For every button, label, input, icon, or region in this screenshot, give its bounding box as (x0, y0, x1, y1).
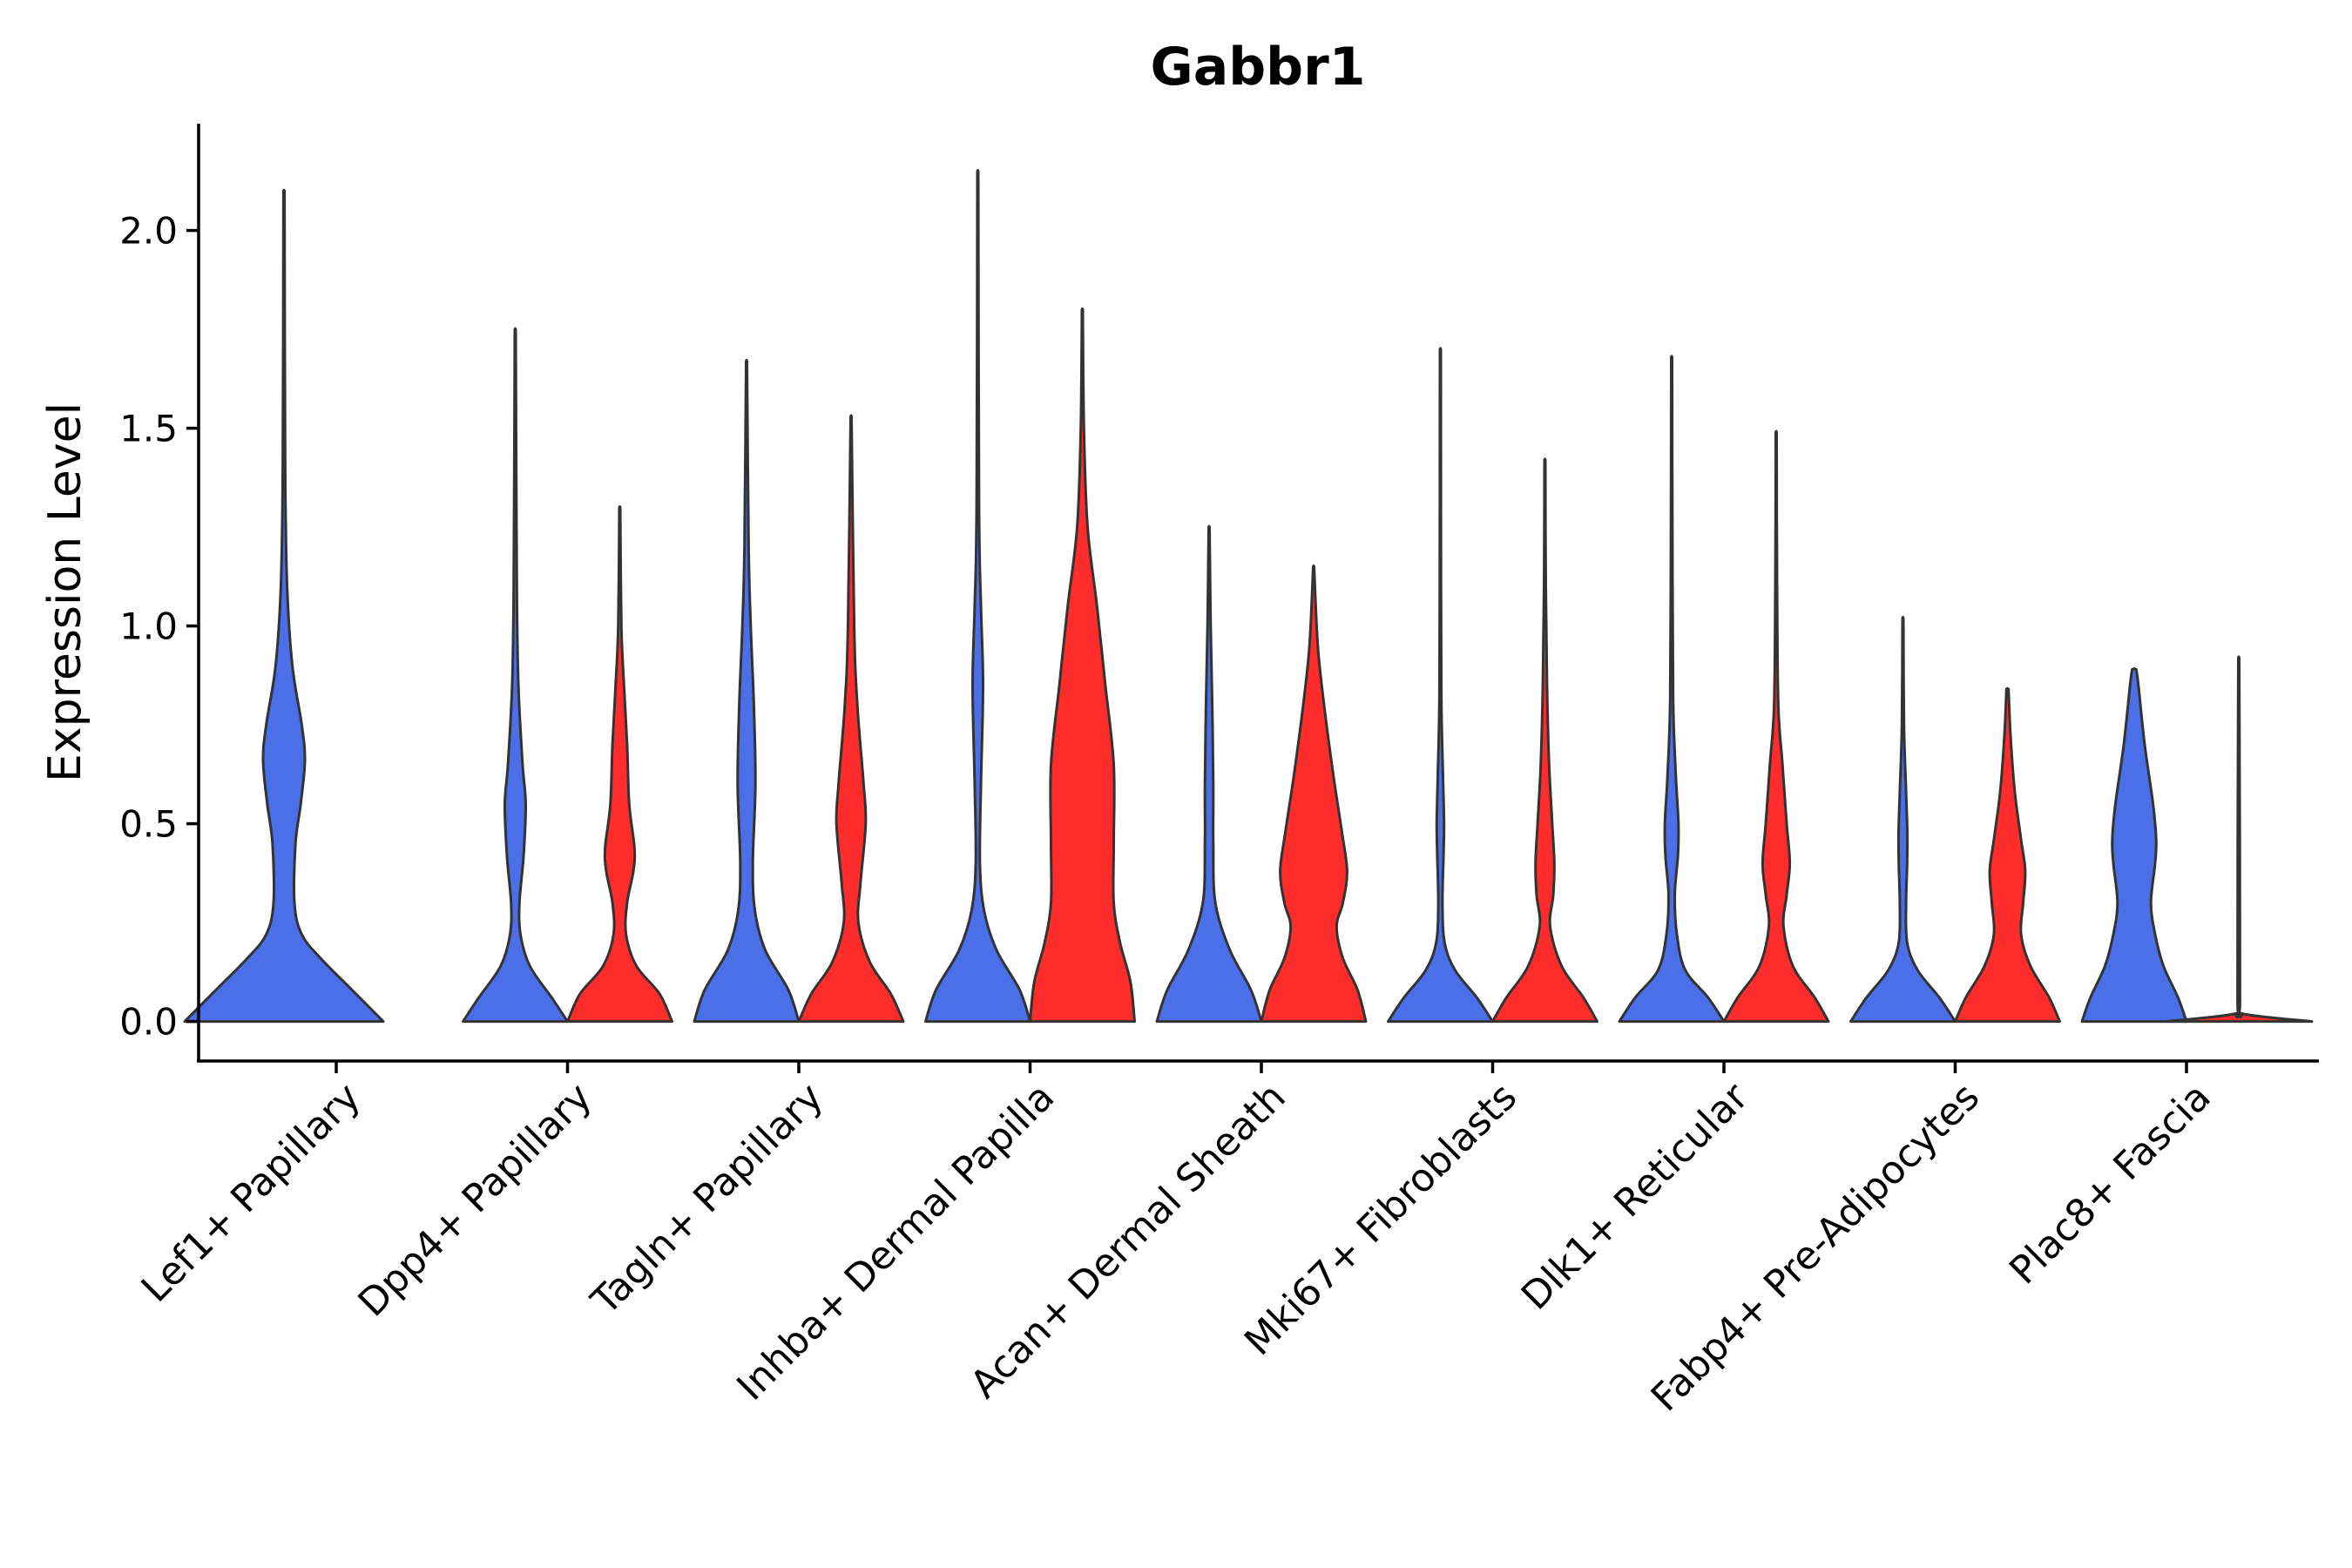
x-tick-label: Dpp4+ Papillary (350, 1075, 601, 1326)
x-tick-label: Plac8+ Fascia (2001, 1075, 2220, 1294)
violin-group-blue (1155, 524, 1263, 1024)
violin-group-blue (2080, 667, 2188, 1024)
violin-group-blue (1849, 616, 1957, 1024)
violin-group-blue (183, 188, 385, 1024)
violin-group-red (2164, 655, 2314, 1024)
violin-group-blue (462, 327, 569, 1024)
violins-group (183, 169, 2314, 1024)
x-tick-label: Dlk1+ Reticular (1513, 1074, 1758, 1319)
violin-group-red (1954, 686, 2061, 1024)
violin-group-red (1491, 457, 1598, 1024)
violin-group-blue (924, 169, 1031, 1024)
violin-group-red (797, 414, 905, 1024)
violin-group-blue (1387, 347, 1494, 1024)
y-tick-label: 1.0 (119, 605, 178, 648)
violin-group-red (1722, 429, 1830, 1024)
y-tick-label: 1.5 (119, 408, 178, 450)
x-tick-label: Tagln+ Papillary (583, 1075, 832, 1324)
y-tick-label: 0.0 (119, 1001, 178, 1044)
y-ticks-group: 0.0 0.5 1.0 1.5 2.0 (119, 210, 199, 1044)
y-axis-label: Expression Level (39, 402, 91, 782)
violin-group-blue (1618, 355, 1726, 1024)
x-tick-label: Lef1+ Papillary (133, 1075, 369, 1311)
y-tick-label: 0.5 (119, 803, 178, 846)
violin-group-blue (693, 358, 801, 1024)
chart-title: Gabbr1 (1151, 37, 1366, 98)
violin-group-red (1260, 564, 1368, 1024)
violin-group-red (566, 504, 673, 1024)
y-tick-label: 2.0 (119, 210, 178, 253)
violin-group-red (1029, 307, 1136, 1024)
